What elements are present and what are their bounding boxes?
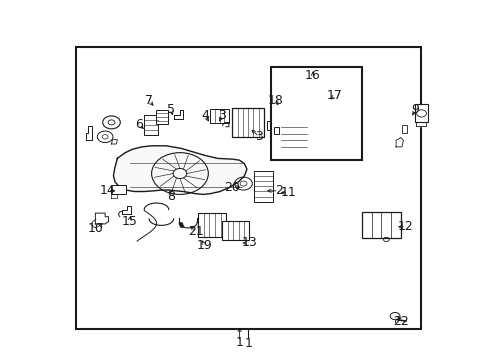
Bar bbox=[76, 47, 420, 329]
Bar bbox=[111, 185, 126, 194]
Text: 2: 2 bbox=[274, 184, 282, 197]
Polygon shape bbox=[173, 110, 183, 119]
Text: 21: 21 bbox=[187, 225, 203, 238]
Text: 16: 16 bbox=[305, 69, 320, 82]
Text: 1: 1 bbox=[244, 337, 252, 350]
Bar bbox=[210, 109, 228, 123]
Text: 3: 3 bbox=[218, 109, 226, 122]
Text: 6: 6 bbox=[135, 118, 143, 131]
Text: 3: 3 bbox=[255, 130, 263, 143]
Bar bbox=[254, 171, 272, 202]
Bar bbox=[281, 120, 306, 154]
Text: 7: 7 bbox=[145, 94, 153, 107]
Text: 4: 4 bbox=[201, 109, 209, 122]
Polygon shape bbox=[246, 118, 256, 127]
Text: 13: 13 bbox=[241, 237, 257, 249]
Text: 9: 9 bbox=[411, 103, 419, 116]
Bar bbox=[198, 213, 226, 237]
Polygon shape bbox=[95, 213, 108, 224]
Text: 17: 17 bbox=[326, 89, 342, 102]
Polygon shape bbox=[111, 140, 117, 144]
Polygon shape bbox=[395, 138, 403, 147]
Polygon shape bbox=[111, 194, 117, 198]
Text: 12: 12 bbox=[397, 220, 413, 233]
Polygon shape bbox=[415, 122, 426, 126]
Text: 22: 22 bbox=[392, 315, 408, 328]
Polygon shape bbox=[113, 146, 246, 194]
Text: 20: 20 bbox=[224, 181, 240, 194]
Bar bbox=[266, 121, 272, 130]
Bar bbox=[273, 127, 278, 134]
Polygon shape bbox=[85, 126, 92, 140]
Text: 10: 10 bbox=[87, 222, 103, 235]
Bar bbox=[361, 212, 400, 238]
Text: 14: 14 bbox=[100, 184, 115, 197]
Text: 8: 8 bbox=[167, 190, 175, 203]
Bar bbox=[271, 67, 361, 160]
Polygon shape bbox=[122, 206, 131, 214]
Bar bbox=[401, 125, 406, 133]
Text: 5: 5 bbox=[167, 103, 175, 116]
Text: 11: 11 bbox=[280, 186, 296, 199]
Bar bbox=[414, 104, 427, 122]
Bar bbox=[155, 110, 167, 124]
Text: 19: 19 bbox=[196, 239, 212, 252]
Bar bbox=[232, 108, 264, 137]
Bar bbox=[144, 115, 158, 135]
Circle shape bbox=[179, 222, 183, 225]
Text: 15: 15 bbox=[122, 215, 137, 228]
Text: 1: 1 bbox=[235, 336, 243, 348]
Text: 18: 18 bbox=[267, 94, 283, 107]
Bar bbox=[222, 221, 249, 240]
Circle shape bbox=[180, 225, 183, 228]
